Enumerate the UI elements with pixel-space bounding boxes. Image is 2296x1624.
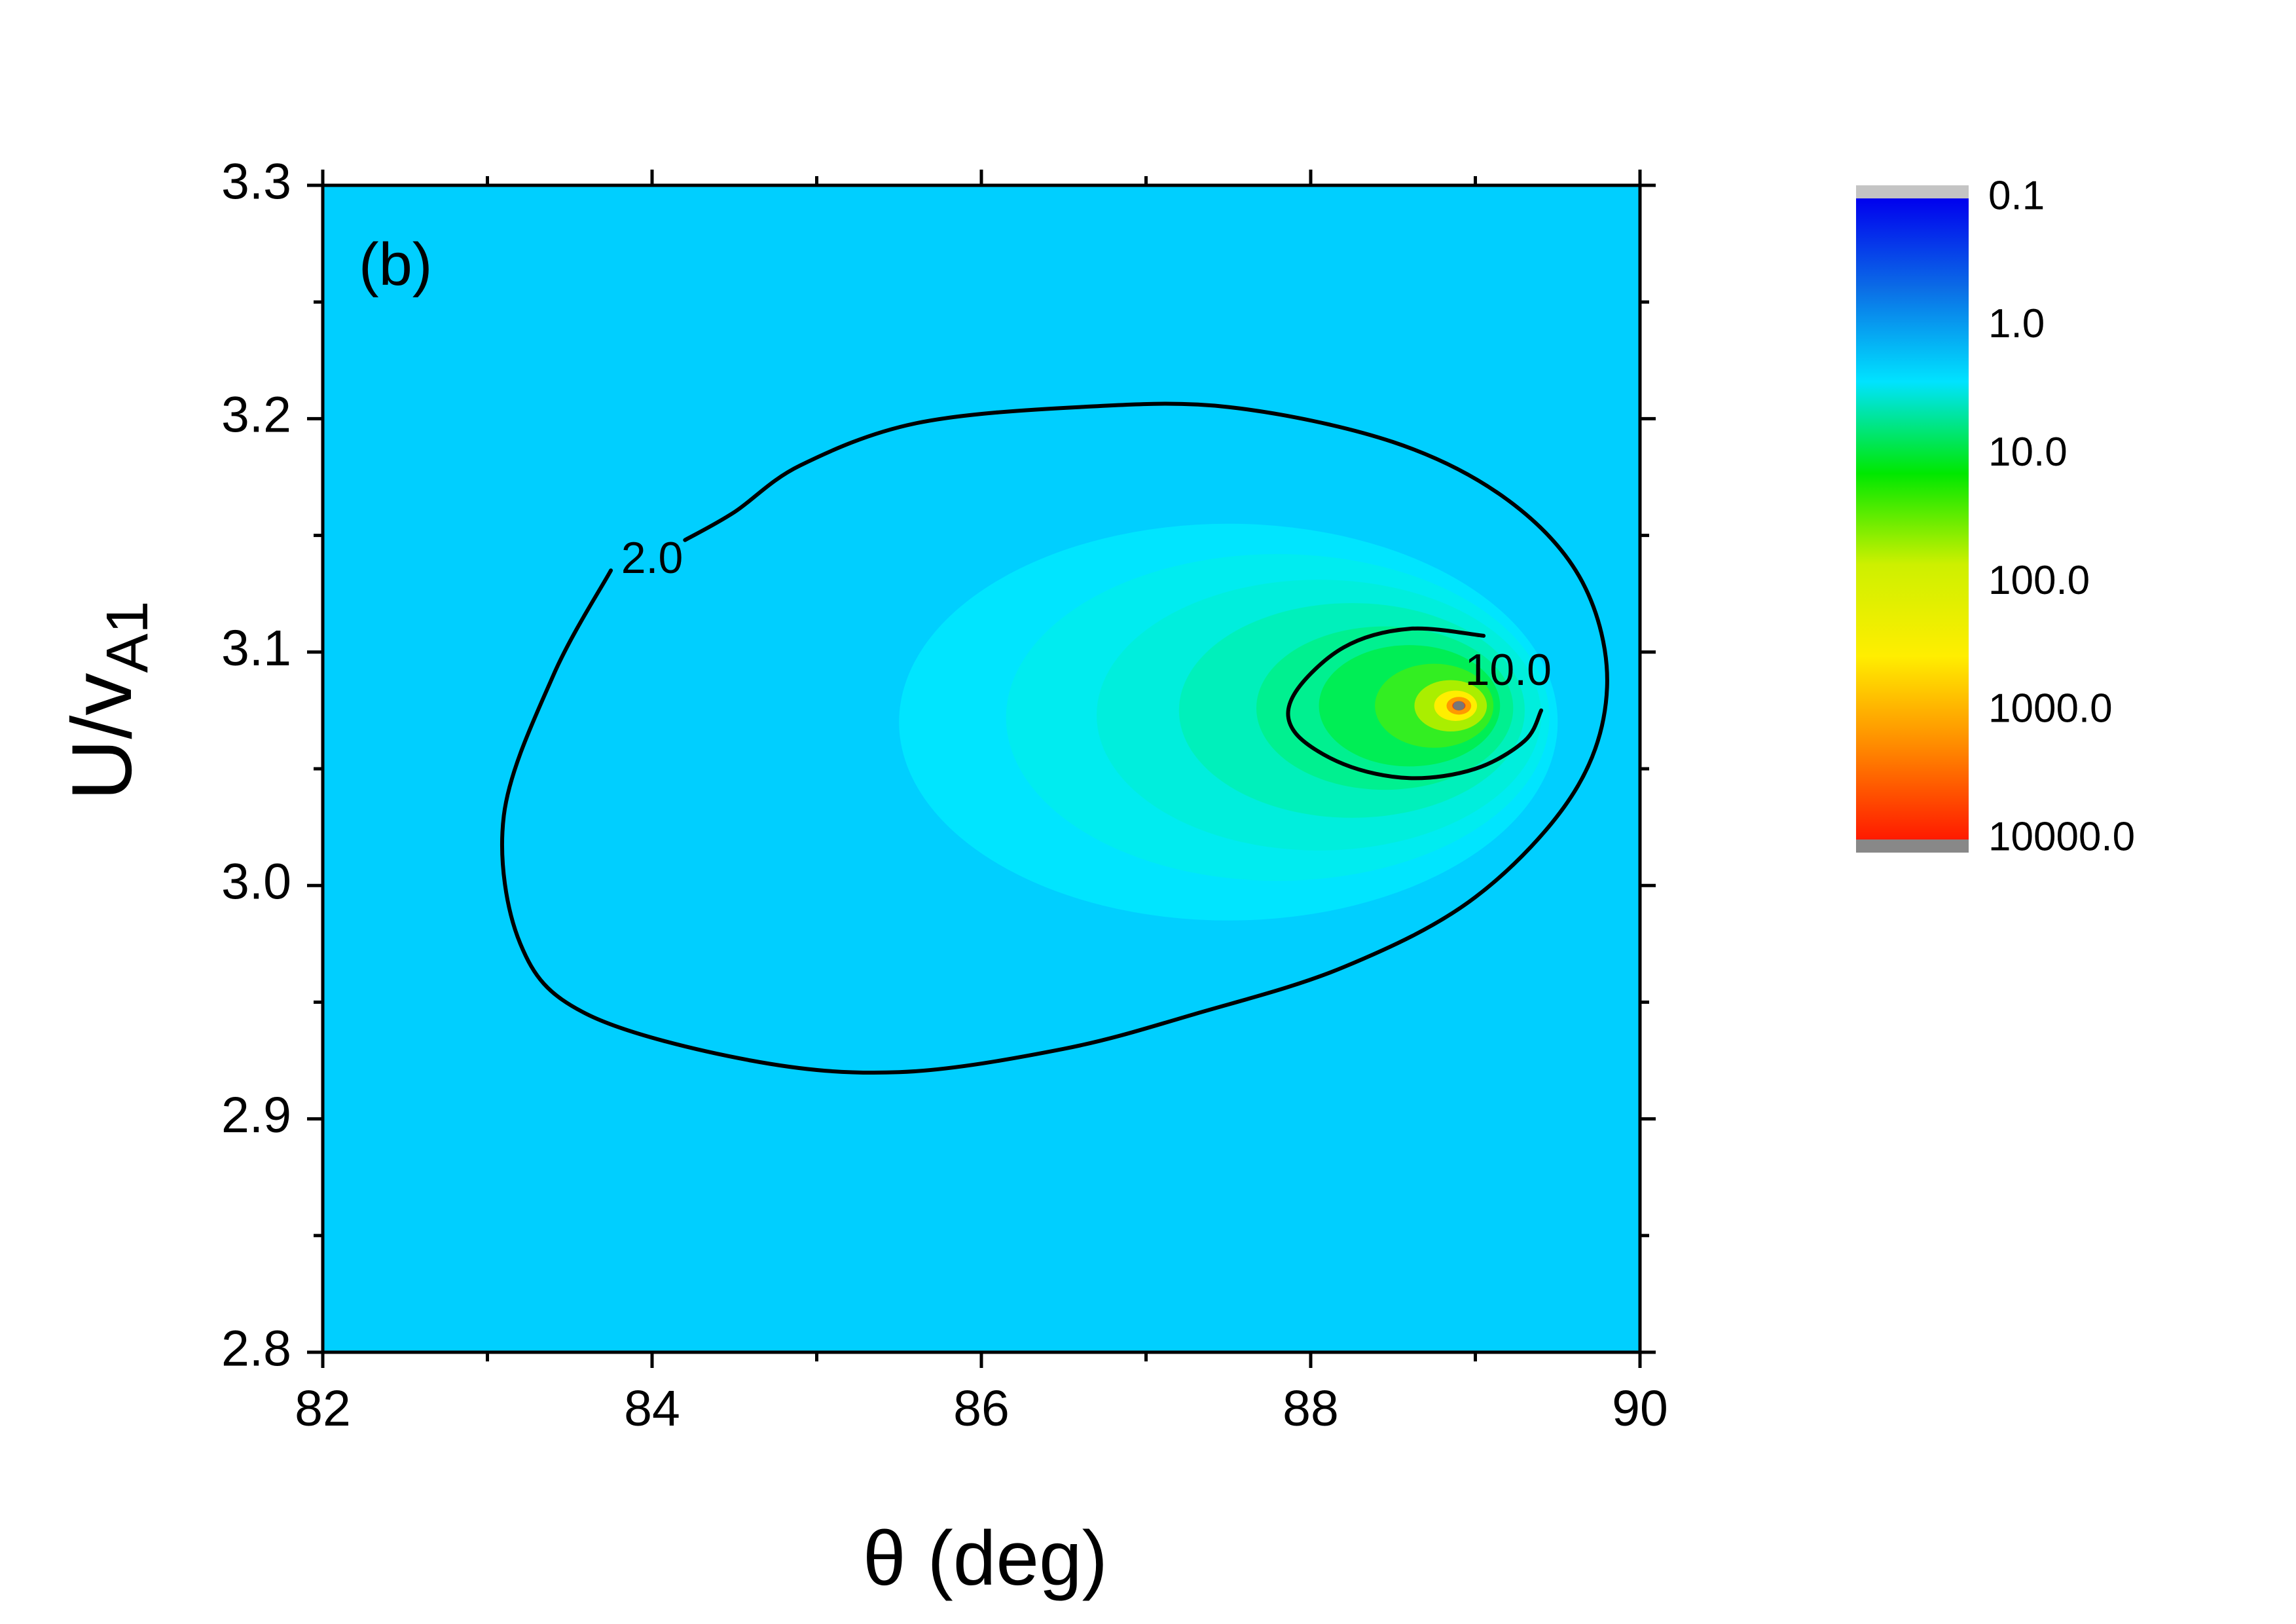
y-axis-title-sub: A1	[95, 600, 160, 673]
contour-line-2.0	[500, 401, 1609, 1075]
x-tick-label-86: 86	[953, 1380, 1010, 1437]
plot-area	[323, 185, 1640, 1352]
y-tick-label-3.3: 3.3	[221, 153, 291, 210]
contour-labels: 2.0 10.0	[621, 533, 1552, 695]
contour-label-1: 10.0	[1465, 645, 1552, 695]
colorbar-label-10000.0: 10000.0	[1988, 814, 2135, 859]
contour-line-10.0	[1286, 626, 1544, 781]
y-tick-label-2.9: 2.9	[221, 1087, 291, 1143]
contour-label-0: 2.0	[621, 533, 683, 583]
colorbar-over-swatch	[1856, 840, 1969, 853]
x-axis-title: θ (deg)	[863, 1515, 1108, 1602]
y-tick-label-2.8: 2.8	[221, 1320, 291, 1376]
y-tick-label-3.2: 3.2	[221, 387, 291, 443]
colorbar-gradient	[1856, 198, 1969, 840]
y-axis-title-main: U/v	[54, 673, 149, 801]
colorbar-label-10.0: 10.0	[1988, 430, 2068, 475]
colorbar: 0.1 1.0 10.0 100.0 1000.0 10000.0	[1856, 173, 2135, 859]
x-tick-label-84: 84	[624, 1380, 680, 1437]
x-tick-label-88: 88	[1283, 1380, 1339, 1437]
y-tick-label-3.1: 3.1	[221, 620, 291, 676]
peak-marker	[1453, 701, 1465, 710]
colorbar-label-0.1: 0.1	[1988, 173, 2045, 218]
y-tick-label-3.0: 3.0	[221, 854, 291, 910]
x-tick-label-90: 90	[1612, 1380, 1668, 1437]
colorbar-under-swatch	[1856, 185, 1969, 198]
x-tick-label-82: 82	[295, 1380, 351, 1437]
colorbar-label-1.0: 1.0	[1988, 301, 2045, 346]
panel-label: (b)	[359, 231, 432, 298]
colorbar-label-100.0: 100.0	[1988, 558, 2090, 603]
y-axis-title: U/vA1	[54, 600, 160, 800]
colorbar-labels: 0.1 1.0 10.0 100.0 1000.0 10000.0	[1988, 173, 2135, 859]
axis-ticks: 82 84 86 88 90 2.8 2.9 3.0 3.1 3.2 3.3	[221, 153, 1668, 1437]
contour-lines	[500, 401, 1609, 1075]
heatmap-bands	[899, 523, 1558, 921]
colorbar-label-1000.0: 1000.0	[1988, 686, 2113, 731]
